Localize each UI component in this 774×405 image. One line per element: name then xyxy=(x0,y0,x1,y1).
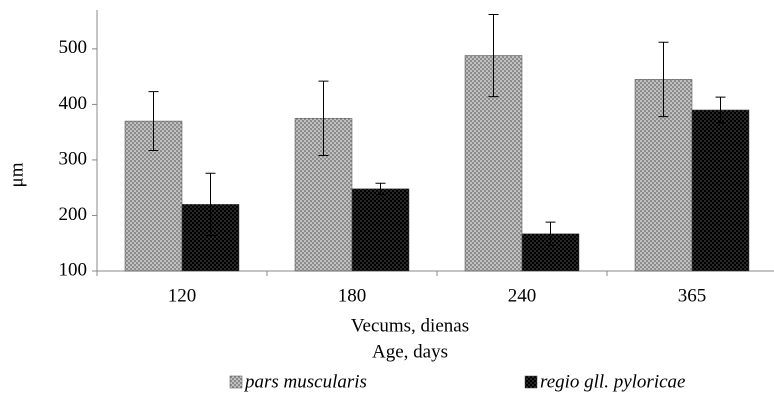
y-tick-label: 100 xyxy=(59,259,88,280)
x-axis-title: Vecums, dienas xyxy=(351,315,469,336)
error-bar xyxy=(488,13,499,98)
error-bar xyxy=(375,182,386,195)
legend-swatch xyxy=(524,375,538,389)
error-bar xyxy=(715,96,726,124)
y-tick-label: 500 xyxy=(59,37,88,58)
error-bar xyxy=(318,80,329,156)
x-tick-label: 120 xyxy=(168,285,197,306)
legend-swatch xyxy=(229,375,243,389)
y-tick-label: 300 xyxy=(59,148,88,169)
y-axis-title: μm xyxy=(6,162,27,187)
x-tick-label: 240 xyxy=(508,285,537,306)
error-bar xyxy=(658,41,669,118)
bar xyxy=(351,188,410,272)
legend-label: pars muscularis xyxy=(243,371,367,392)
error-bar xyxy=(148,91,159,151)
error-bar xyxy=(545,221,556,246)
y-tick-label: 400 xyxy=(59,93,88,114)
y-tick-label: 200 xyxy=(59,204,88,225)
x-tick-label: 365 xyxy=(678,285,707,306)
error-bar xyxy=(205,172,216,236)
x-tick-label: 180 xyxy=(338,285,367,306)
legend-label: regio gll. pyloricae xyxy=(540,371,685,392)
bar xyxy=(691,109,750,272)
x-axis-title: Age, days xyxy=(372,341,448,362)
